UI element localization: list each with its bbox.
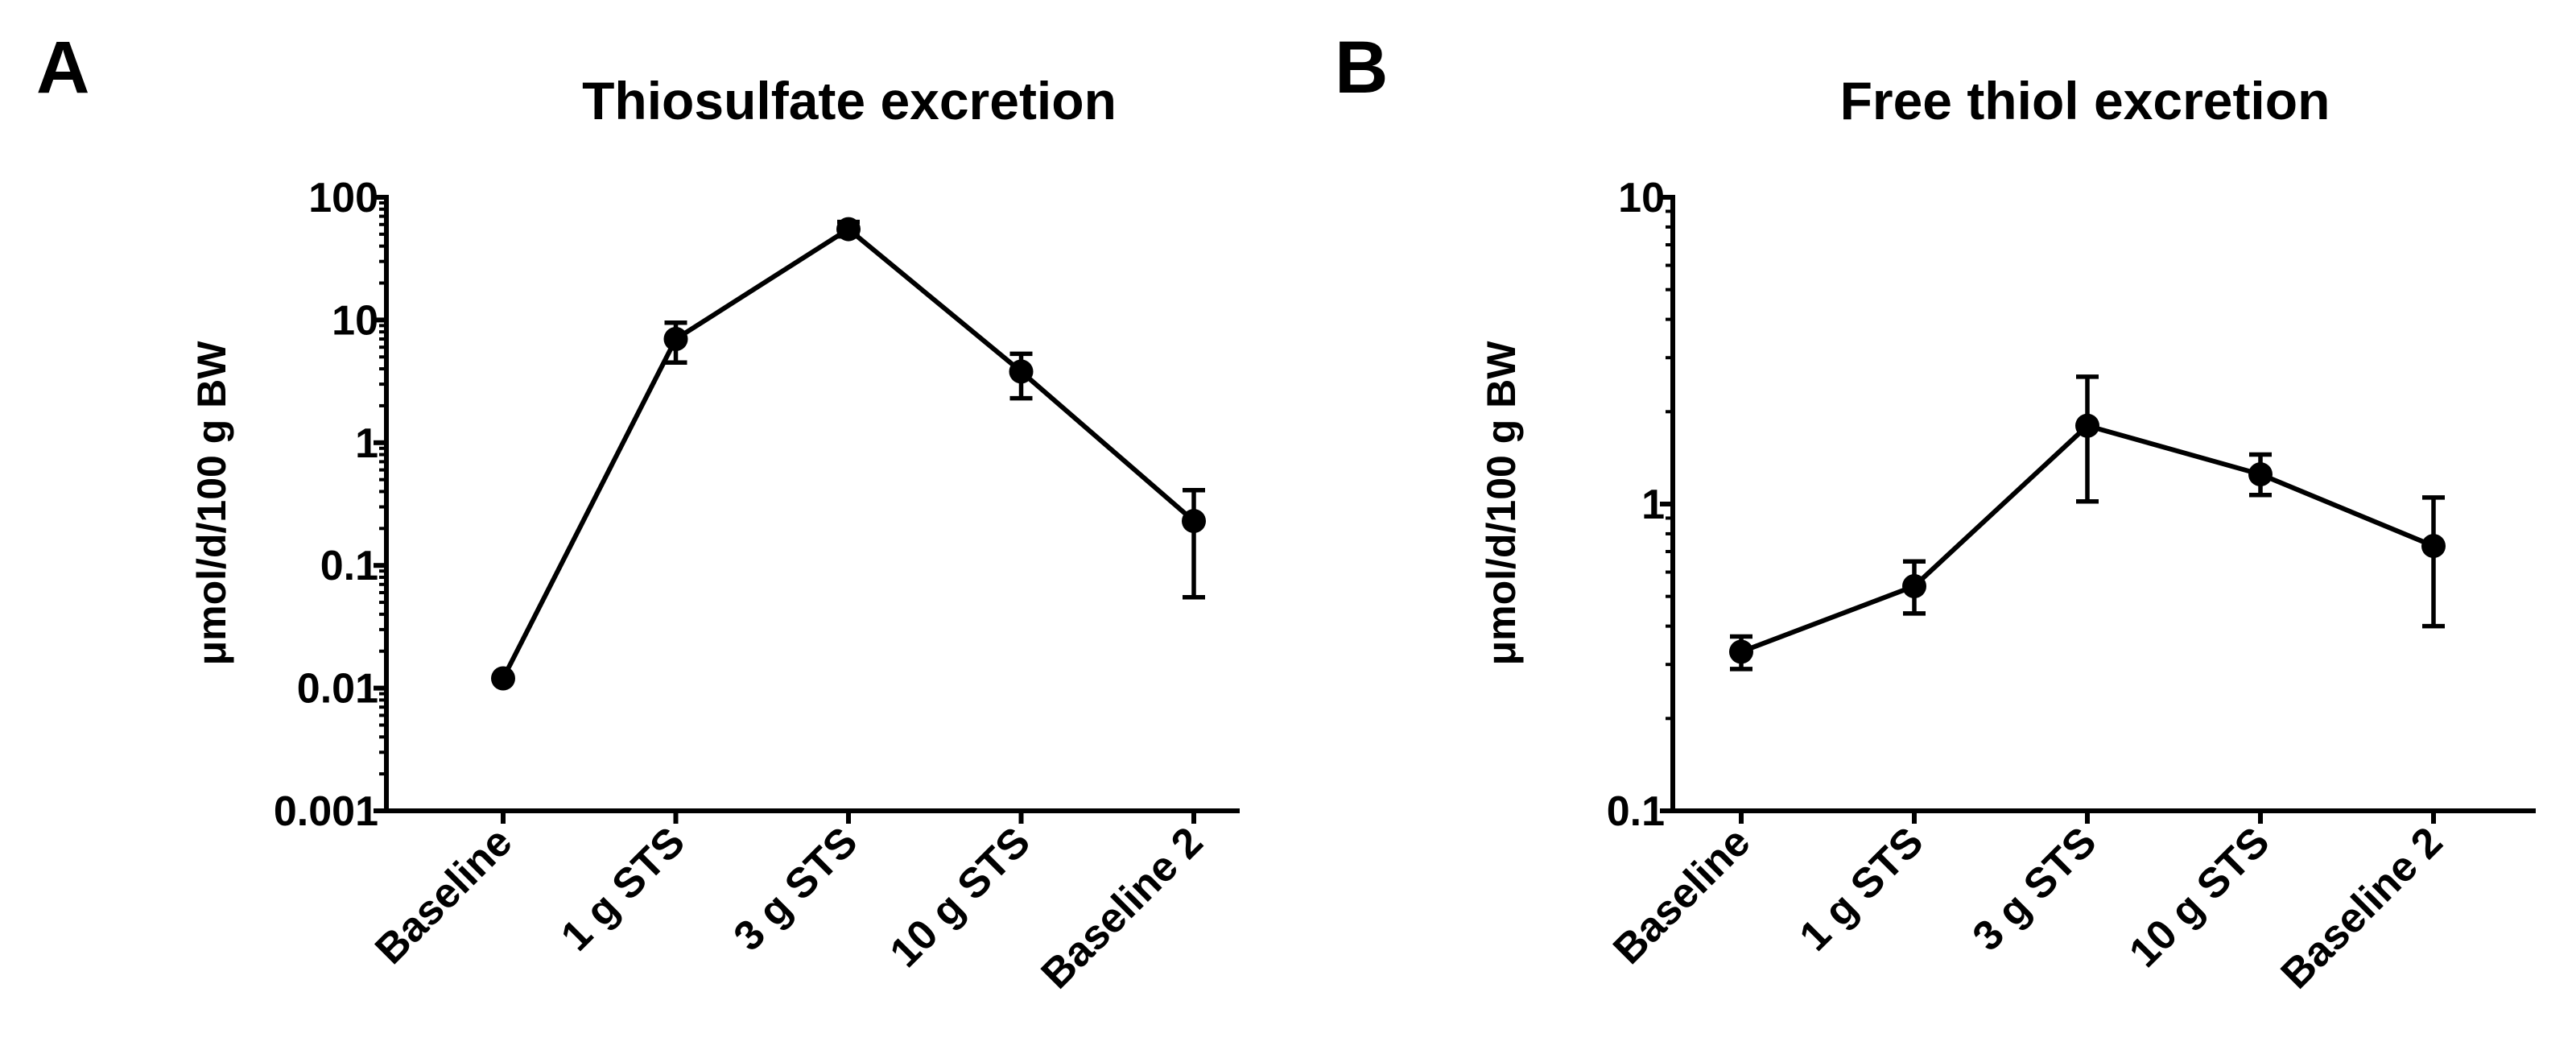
panel-b-axes [1670, 195, 2536, 813]
panel-a-x-tick-label: Baseline 2 [1033, 818, 1212, 998]
panel-b-y-tick-label: 1 [1641, 482, 1665, 528]
panel-a-data-point [491, 666, 515, 691]
panel-b-y-axis-label: μmol/d/100 g BW [1479, 341, 1524, 666]
panel-b-y-ticks: 0.1 1 10 [1607, 175, 1673, 835]
panel-b-x-tick-label: Baseline 2 [2273, 818, 2452, 998]
panel-b-x-tick-label: Baseline [1604, 818, 1759, 973]
panel-b-data-point [2075, 413, 2099, 438]
panel-b-data-point [1902, 573, 1926, 598]
panel-a-series-line [501, 226, 1195, 680]
panel-a-y-tick-label: 100 [308, 175, 378, 221]
panel-b-x-tick-label: 1 g STS [1791, 818, 1933, 960]
panel-a-data-point [1182, 509, 1206, 534]
panel-b-chart: B Free thiol excretion μmol/d/100 g BW 0… [1335, 27, 2536, 998]
panel-a-error-bars [664, 219, 1205, 600]
panel-a-y-tick-label: 0.01 [297, 666, 378, 713]
panel-b-y-tick-label: 10 [1618, 175, 1665, 221]
panel-a-error-bar [1183, 488, 1205, 600]
panel-b-data-point [1729, 639, 1753, 664]
panel-a-x-tick-label: 1 g STS [552, 818, 694, 960]
panel-a-data-point [1009, 359, 1034, 384]
panel-a-y-tick-label: 0.1 [320, 543, 378, 589]
panel-a-chart: A Thiosulfate excretion μmol/d/100 g BW … [36, 27, 1240, 998]
panel-a-data-point [836, 217, 861, 242]
panel-a-letter: A [36, 27, 89, 109]
panel-a-y-tick-label: 10 [332, 297, 378, 344]
panel-a-y-ticks: 0.001 0.01 0.1 1 10 100 [274, 175, 386, 835]
panel-a-data-point [663, 327, 688, 352]
panel-b-data-point [2421, 534, 2446, 559]
panel-a-y-axis-label: μmol/d/100 g BW [189, 341, 234, 666]
panel-b-x-tick-label: 10 g STS [2120, 818, 2278, 976]
panel-b-error-bars [1730, 374, 2445, 672]
panel-a-title: Thiosulfate excretion [582, 71, 1117, 130]
panel-a-y-tick-label: 0.001 [274, 788, 378, 835]
panel-b-letter: B [1335, 27, 1388, 109]
panel-b-error-bar [2076, 374, 2099, 504]
panel-a-axes [384, 195, 1240, 813]
panel-b-data-point [2248, 462, 2273, 487]
panel-a-x-tick-label: Baseline [366, 818, 521, 973]
panel-b-title: Free thiol excretion [1840, 71, 2330, 130]
panel-a-y-tick-label: 1 [355, 420, 378, 467]
panel-b-series [1729, 413, 2446, 664]
panel-a-series [491, 217, 1206, 691]
panel-a-x-tick-label: 10 g STS [881, 818, 1039, 976]
panel-a-x-tick-label: 3 g STS [725, 818, 867, 960]
panel-b-error-bar [2422, 495, 2445, 629]
panel-b-x-tick-label: 3 g STS [1964, 818, 2106, 960]
panel-b-y-tick-label: 0.1 [1607, 788, 1665, 835]
